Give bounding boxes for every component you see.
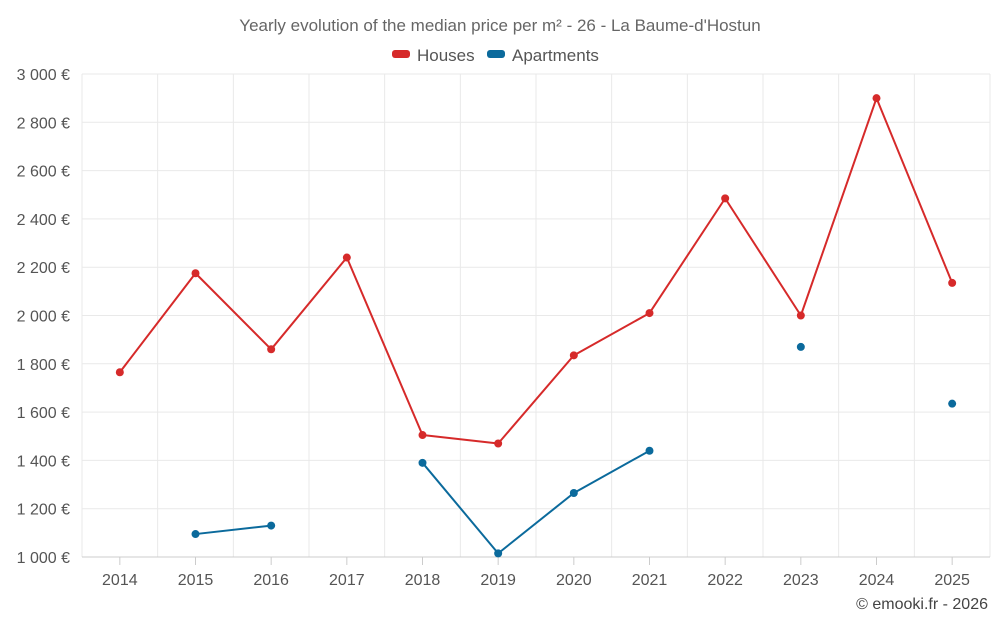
data-point-apartments[interactable] [418, 458, 427, 467]
y-tick-label: 1 000 € [17, 550, 70, 567]
x-tick-label: 2016 [253, 572, 289, 589]
grid [81, 73, 991, 558]
x-tick-label: 2024 [859, 572, 895, 589]
data-point-houses[interactable] [267, 345, 276, 354]
x-tick-label: 2019 [480, 572, 516, 589]
y-tick-label: 1 400 € [17, 453, 70, 470]
y-tick-label: 1 200 € [17, 502, 70, 519]
legend-swatch-apartments [487, 50, 505, 58]
chart-title: Yearly evolution of the median price per… [239, 16, 760, 35]
data-point-houses[interactable] [569, 351, 578, 360]
x-tick-label: 2020 [556, 572, 592, 589]
data-point-houses[interactable] [418, 431, 427, 440]
series-apartments [191, 342, 957, 558]
series-line-houses [119, 97, 954, 445]
data-point-apartments[interactable] [267, 521, 276, 530]
data-point-houses[interactable] [796, 311, 805, 320]
data-point-houses[interactable] [115, 368, 124, 377]
data-point-apartments[interactable] [645, 446, 654, 455]
y-tick-label: 2 800 € [17, 115, 70, 132]
data-point-houses[interactable] [872, 94, 881, 103]
y-tick-label: 2 400 € [17, 212, 70, 229]
legend-label-apartments: Apartments [512, 46, 599, 65]
y-tick-label: 2 600 € [17, 164, 70, 181]
data-point-houses[interactable] [948, 278, 957, 287]
credit-text: © emooki.fr - 2026 [856, 596, 988, 613]
x-tick-label: 2025 [934, 572, 970, 589]
data-point-apartments[interactable] [494, 549, 503, 558]
series-houses [115, 94, 957, 448]
series [115, 94, 957, 558]
data-point-houses[interactable] [494, 439, 503, 448]
data-point-houses[interactable] [645, 309, 654, 318]
x-tick-label: 2021 [632, 572, 668, 589]
y-tick-label: 1 800 € [17, 357, 70, 374]
axes: 1 000 € 1 200 € 1 400 € 1 600 € 1 800 € 2 000… [17, 67, 990, 589]
legend: Houses Apartments [392, 46, 599, 65]
y-tick-label: 3 000 € [17, 67, 70, 84]
y-tick-label: 1 600 € [17, 405, 70, 422]
data-point-apartments[interactable] [948, 399, 957, 408]
y-tick-label: 2 000 € [17, 309, 70, 326]
series-line-apartments [421, 449, 650, 555]
legend-item-apartments[interactable]: Apartments [487, 46, 599, 65]
data-point-houses[interactable] [191, 269, 200, 278]
x-tick-label: 2018 [405, 572, 441, 589]
x-tick-label: 2023 [783, 572, 819, 589]
data-point-houses[interactable] [721, 194, 730, 203]
data-point-apartments[interactable] [796, 342, 805, 351]
series-line-apartments [195, 524, 272, 536]
data-point-apartments[interactable] [569, 489, 578, 498]
data-point-houses[interactable] [342, 253, 351, 262]
x-tick-label: 2017 [329, 572, 365, 589]
x-tick-label: 2014 [102, 572, 138, 589]
legend-item-houses[interactable]: Houses [392, 46, 475, 65]
legend-swatch-houses [392, 50, 410, 58]
y-tick-label: 2 200 € [17, 260, 70, 277]
legend-label-houses: Houses [417, 46, 475, 65]
x-tick-label: 2015 [178, 572, 214, 589]
data-point-apartments[interactable] [191, 530, 200, 539]
x-tick-label: 2022 [707, 572, 743, 589]
